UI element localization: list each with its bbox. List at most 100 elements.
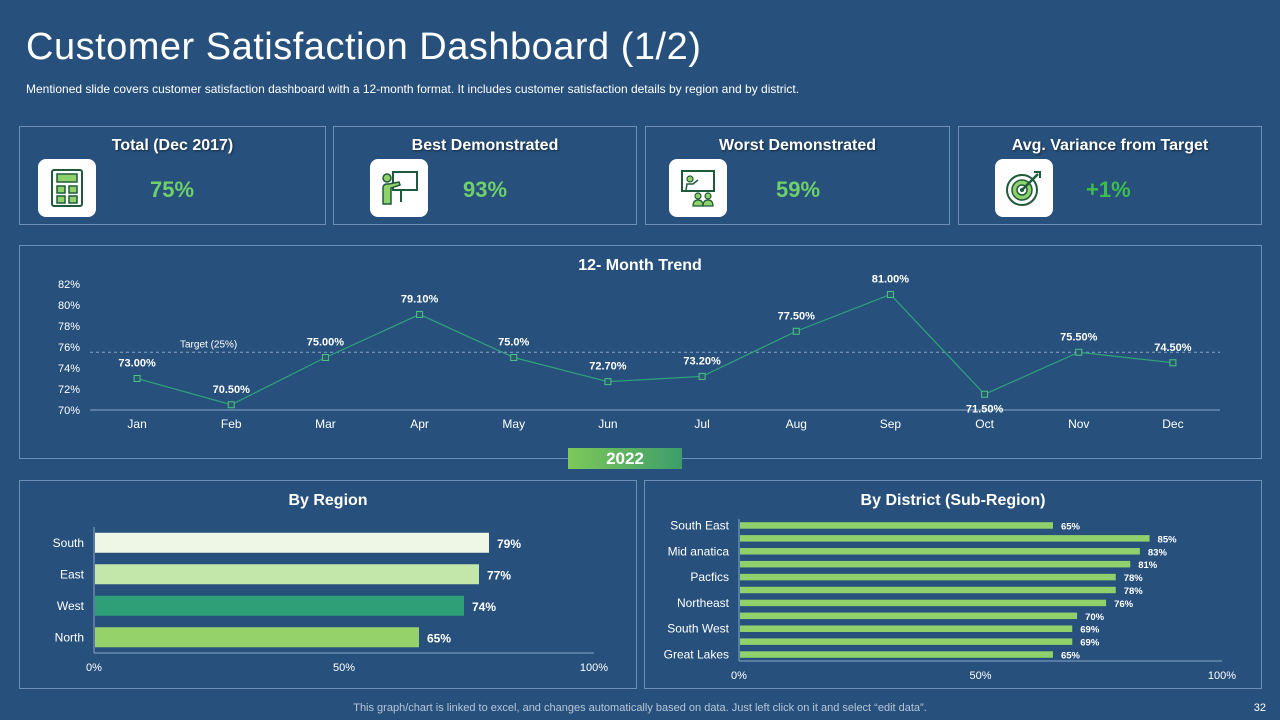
x-tick-label: 50% bbox=[333, 662, 355, 674]
district-bar bbox=[740, 535, 1150, 542]
region-data-label: 74% bbox=[472, 600, 496, 614]
trend-data-label: 74.50% bbox=[1154, 342, 1192, 354]
trend-point bbox=[416, 310, 424, 318]
x-tick-label: Apr bbox=[410, 417, 429, 431]
kpi-title: Avg. Variance from Target bbox=[1011, 137, 1209, 154]
trend-series-line bbox=[136, 293, 1173, 406]
district-bar bbox=[740, 651, 1053, 658]
trend-data-label: 75.00% bbox=[307, 337, 345, 349]
district-bar bbox=[740, 599, 1107, 607]
x-tick-label: Feb bbox=[221, 417, 242, 431]
presenter-icon bbox=[370, 159, 428, 217]
page-title: Customer Satisfaction Dashboard (1/2) bbox=[26, 26, 702, 68]
x-tick-label: Jun bbox=[598, 417, 617, 431]
trend-title: 12- Month Trend bbox=[578, 257, 702, 274]
page-subtitle: Mentioned slide covers customer satisfac… bbox=[26, 82, 800, 96]
trend-data-label: 70.50% bbox=[213, 384, 251, 396]
district-panel: By District (Sub-Region) 65% 85% 83% 81% 78% 7… bbox=[644, 480, 1262, 689]
district-category-label: Mid anatica bbox=[668, 544, 730, 558]
x-tick-label: May bbox=[502, 417, 525, 431]
district-data-label: 78% bbox=[1124, 573, 1144, 584]
kpi-title: Worst Demonstrated bbox=[718, 137, 877, 154]
x-tick-label: Jan bbox=[127, 417, 146, 431]
x-tick-label: 100% bbox=[580, 662, 608, 674]
region-category-label: East bbox=[60, 567, 85, 581]
trend-point bbox=[981, 390, 989, 398]
region-category-label: South bbox=[53, 536, 84, 550]
y-tick-label: 82% bbox=[58, 279, 80, 291]
x-tick-label: 100% bbox=[1208, 670, 1236, 682]
kpi-value: 75% bbox=[150, 177, 195, 202]
district-title: By District (Sub-Region) bbox=[861, 492, 1046, 509]
district-data-label: 81% bbox=[1138, 560, 1158, 571]
audience-board-icon bbox=[669, 159, 727, 217]
district-category-label: Northeast bbox=[677, 596, 730, 610]
region-bar bbox=[95, 564, 479, 585]
kpi-title: Total (Dec 2017) bbox=[111, 137, 234, 154]
x-tick-label: Mar bbox=[315, 417, 336, 431]
region-category-label: West bbox=[57, 599, 85, 613]
trend-point bbox=[886, 291, 894, 298]
year-badge: 2022 bbox=[568, 448, 682, 469]
trend-data-label: 75.50% bbox=[1060, 331, 1098, 343]
trend-data-label: 71.50% bbox=[966, 403, 1004, 415]
region-data-label: 77% bbox=[487, 568, 511, 582]
footer-note: This graph/chart is linked to excel, and… bbox=[353, 702, 927, 714]
x-tick-label: Oct bbox=[975, 417, 994, 431]
y-tick-label: 70% bbox=[58, 405, 80, 417]
district-bar bbox=[740, 548, 1140, 555]
page-number: 32 bbox=[1253, 702, 1266, 714]
district-data-label: 83% bbox=[1148, 547, 1168, 558]
district-category-label: Pacfics bbox=[690, 570, 729, 584]
x-tick-label: Jul bbox=[694, 417, 709, 431]
x-tick-label: Nov bbox=[1068, 417, 1089, 431]
x-tick-label: Sep bbox=[880, 417, 902, 431]
kpi-card-variance: Avg. Variance from Target +1% bbox=[958, 126, 1262, 225]
district-bar bbox=[740, 522, 1053, 529]
district-data-label: 78% bbox=[1124, 586, 1144, 597]
trend-data-label: 81.00% bbox=[872, 274, 910, 286]
trend-point bbox=[227, 401, 235, 409]
district-data-label: 69% bbox=[1080, 625, 1100, 636]
district-data-label: 76% bbox=[1114, 599, 1134, 610]
y-tick-label: 80% bbox=[58, 300, 80, 312]
x-tick-label: 50% bbox=[969, 670, 991, 682]
kpi-value: 93% bbox=[463, 177, 508, 202]
region-bar bbox=[95, 532, 489, 553]
trend-point bbox=[321, 354, 329, 361]
trend-point bbox=[792, 327, 800, 335]
y-tick-label: 72% bbox=[58, 384, 80, 396]
target-label: Target (25%) bbox=[180, 339, 237, 350]
x-tick-label: 0% bbox=[731, 670, 747, 682]
trend-point bbox=[698, 372, 706, 380]
x-tick-label: 0% bbox=[86, 662, 102, 674]
y-tick-label: 76% bbox=[58, 342, 80, 354]
region-bar bbox=[95, 595, 464, 616]
district-data-label: 65% bbox=[1061, 521, 1081, 532]
trend-point bbox=[133, 375, 141, 382]
region-data-label: 79% bbox=[497, 537, 521, 551]
district-bar bbox=[740, 560, 1131, 568]
target-icon bbox=[995, 159, 1053, 217]
trend-point bbox=[604, 378, 612, 386]
trend-point bbox=[1075, 348, 1083, 356]
y-tick-label: 78% bbox=[58, 321, 80, 333]
district-category-label: Great Lakes bbox=[664, 648, 729, 662]
district-bar bbox=[740, 586, 1116, 594]
district-bar bbox=[740, 625, 1073, 632]
kpi-card-total: Total (Dec 2017) 75% bbox=[19, 126, 326, 225]
calculator-icon bbox=[38, 159, 96, 217]
region-title: By Region bbox=[288, 492, 367, 509]
kpi-value: +1% bbox=[1086, 177, 1131, 202]
region-bar bbox=[95, 627, 419, 648]
x-tick-label: Aug bbox=[786, 417, 807, 431]
trend-data-label: 75.0% bbox=[498, 337, 529, 349]
district-category-label: South West bbox=[667, 622, 729, 636]
district-bar bbox=[740, 638, 1073, 645]
district-bar bbox=[740, 612, 1078, 620]
kpi-title: Best Demonstrated bbox=[411, 137, 559, 154]
kpi-card-best: Best Demonstrated 93% bbox=[333, 126, 637, 225]
trend-data-label: 73.00% bbox=[118, 358, 156, 370]
district-bar bbox=[740, 573, 1116, 581]
region-category-label: North bbox=[55, 630, 84, 644]
